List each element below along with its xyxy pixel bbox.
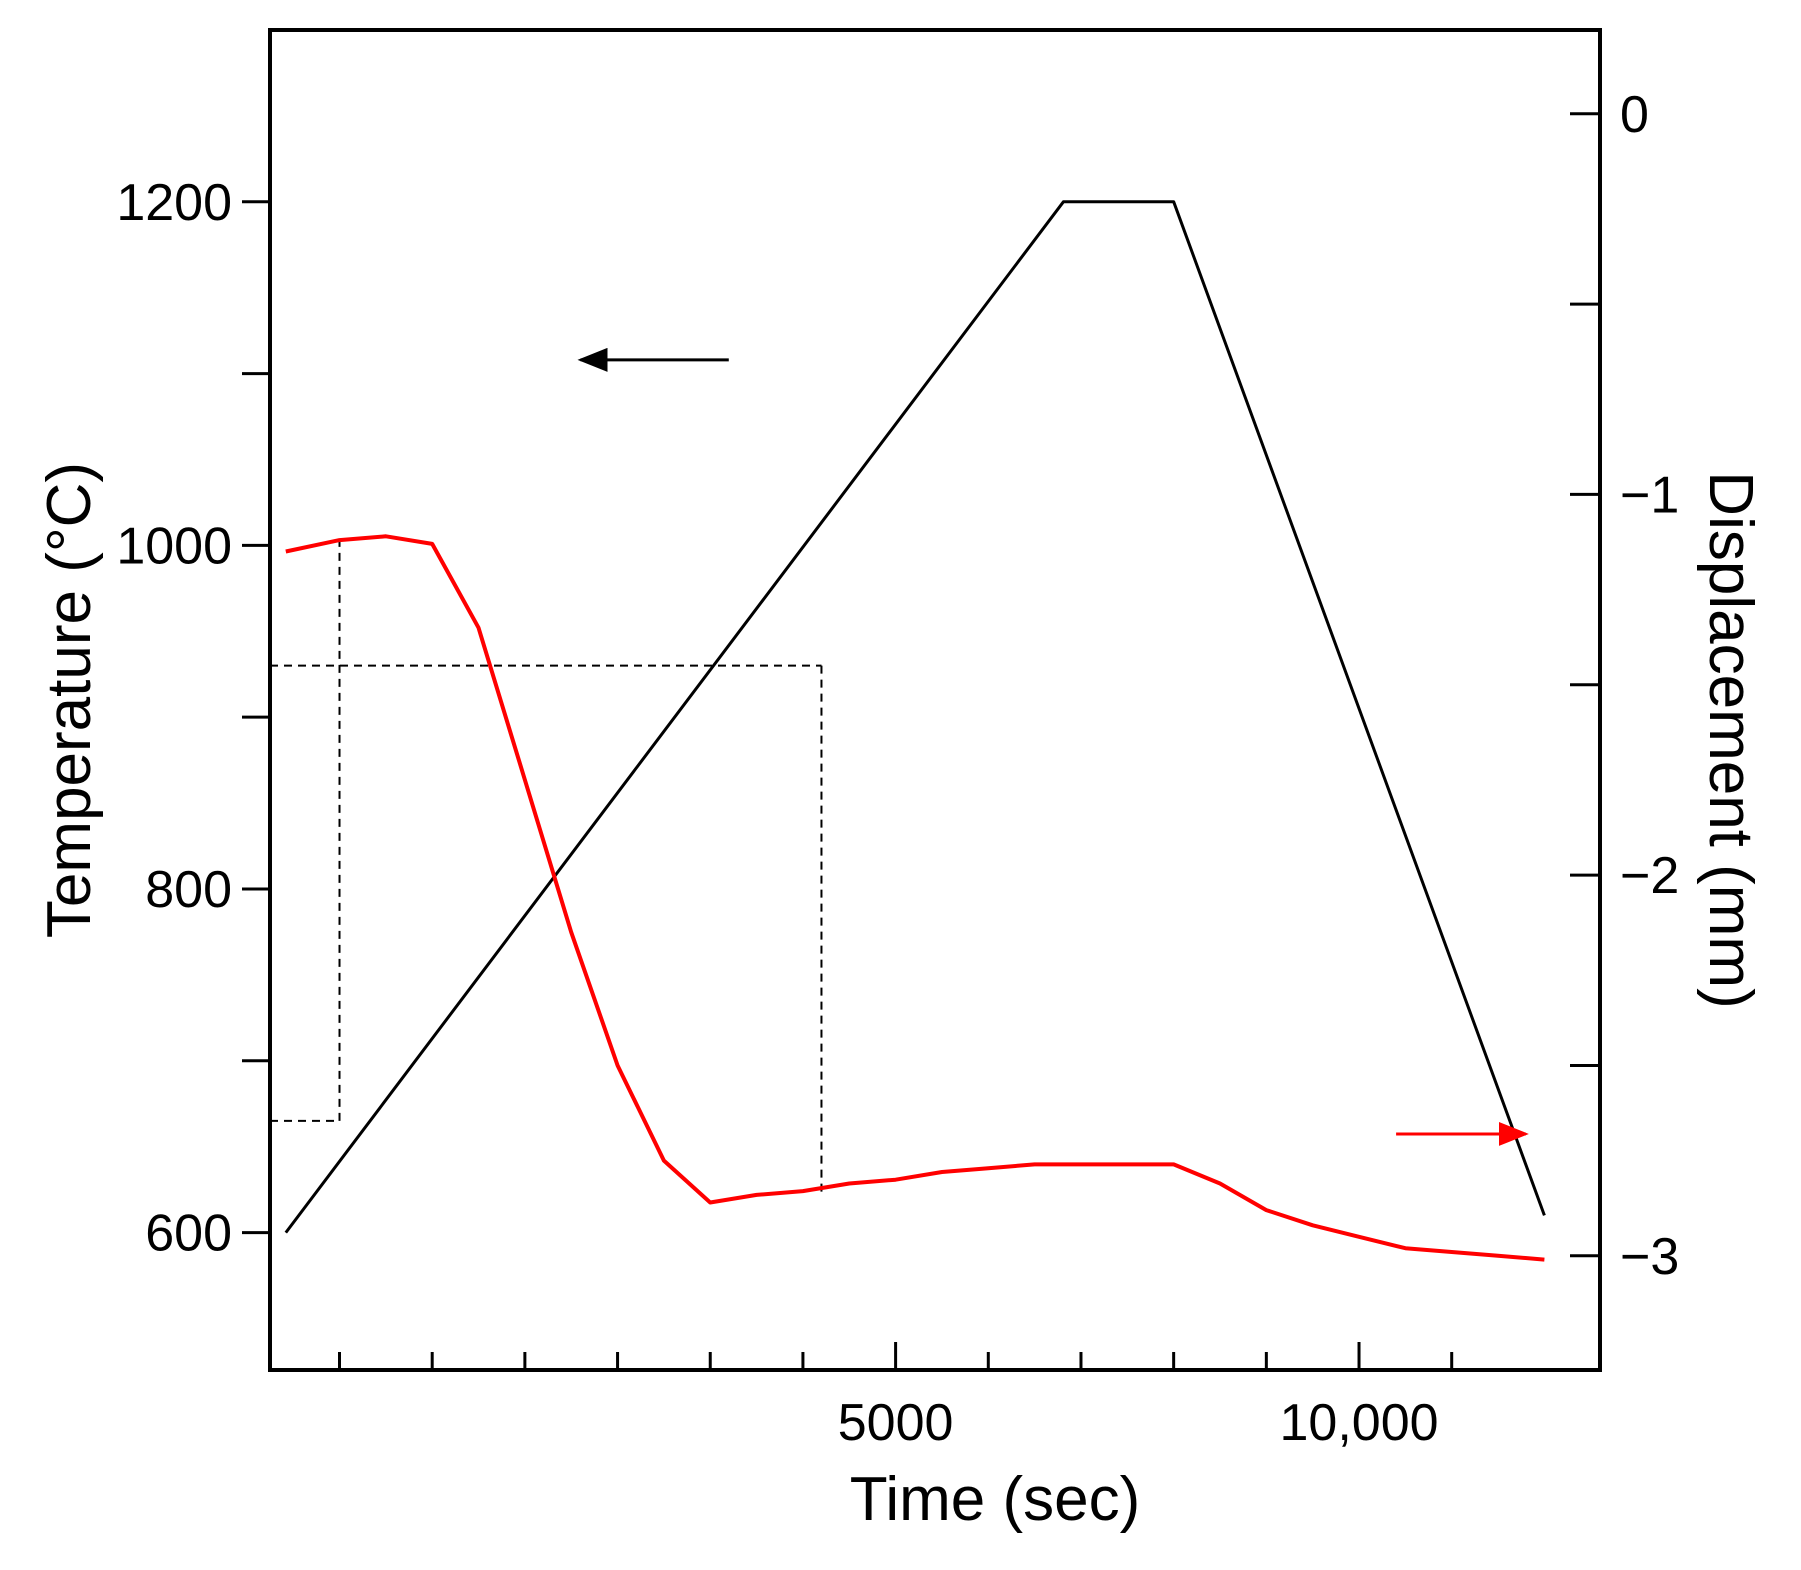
y2-tick-label-3: 0 xyxy=(1620,86,1649,144)
x-axis-title: Time (sec) xyxy=(850,1465,1140,1534)
y2-tick-labels: −3 −2 −1 0 xyxy=(1620,86,1679,1286)
y-tick-label-1: 800 xyxy=(145,861,232,919)
x-tick-label-0: 5000 xyxy=(838,1394,954,1452)
series-line-displacement xyxy=(285,534,1545,1262)
y2-tick-label-2: −1 xyxy=(1620,466,1679,524)
x-ticks xyxy=(338,1342,1454,1370)
y2-tick-label-0: −3 xyxy=(1620,1228,1679,1286)
y-axis-title: Temperature (°C) xyxy=(35,462,104,938)
y-tick-label-3: 1200 xyxy=(116,174,232,232)
x-tick-labels: 5000 10,000 xyxy=(838,1394,1439,1452)
y2-ticks xyxy=(1570,112,1600,1258)
y-tick-labels: 600 800 1000 1200 xyxy=(116,174,232,1263)
plot-frame xyxy=(268,28,1602,1372)
annotation-layer xyxy=(577,347,1529,1146)
series-layer xyxy=(284,200,1546,1262)
x-tick-label-1: 10,000 xyxy=(1280,1394,1439,1452)
reference-lines xyxy=(270,540,823,1195)
y-ticks xyxy=(242,200,270,1235)
y-tick-label-0: 600 xyxy=(145,1205,232,1263)
y2-axis-title: Displacement (mm) xyxy=(1696,471,1765,1008)
series-line-temperature xyxy=(284,200,1546,1234)
y2-tick-label-1: −2 xyxy=(1620,847,1679,905)
y-tick-label-2: 1000 xyxy=(116,517,232,575)
